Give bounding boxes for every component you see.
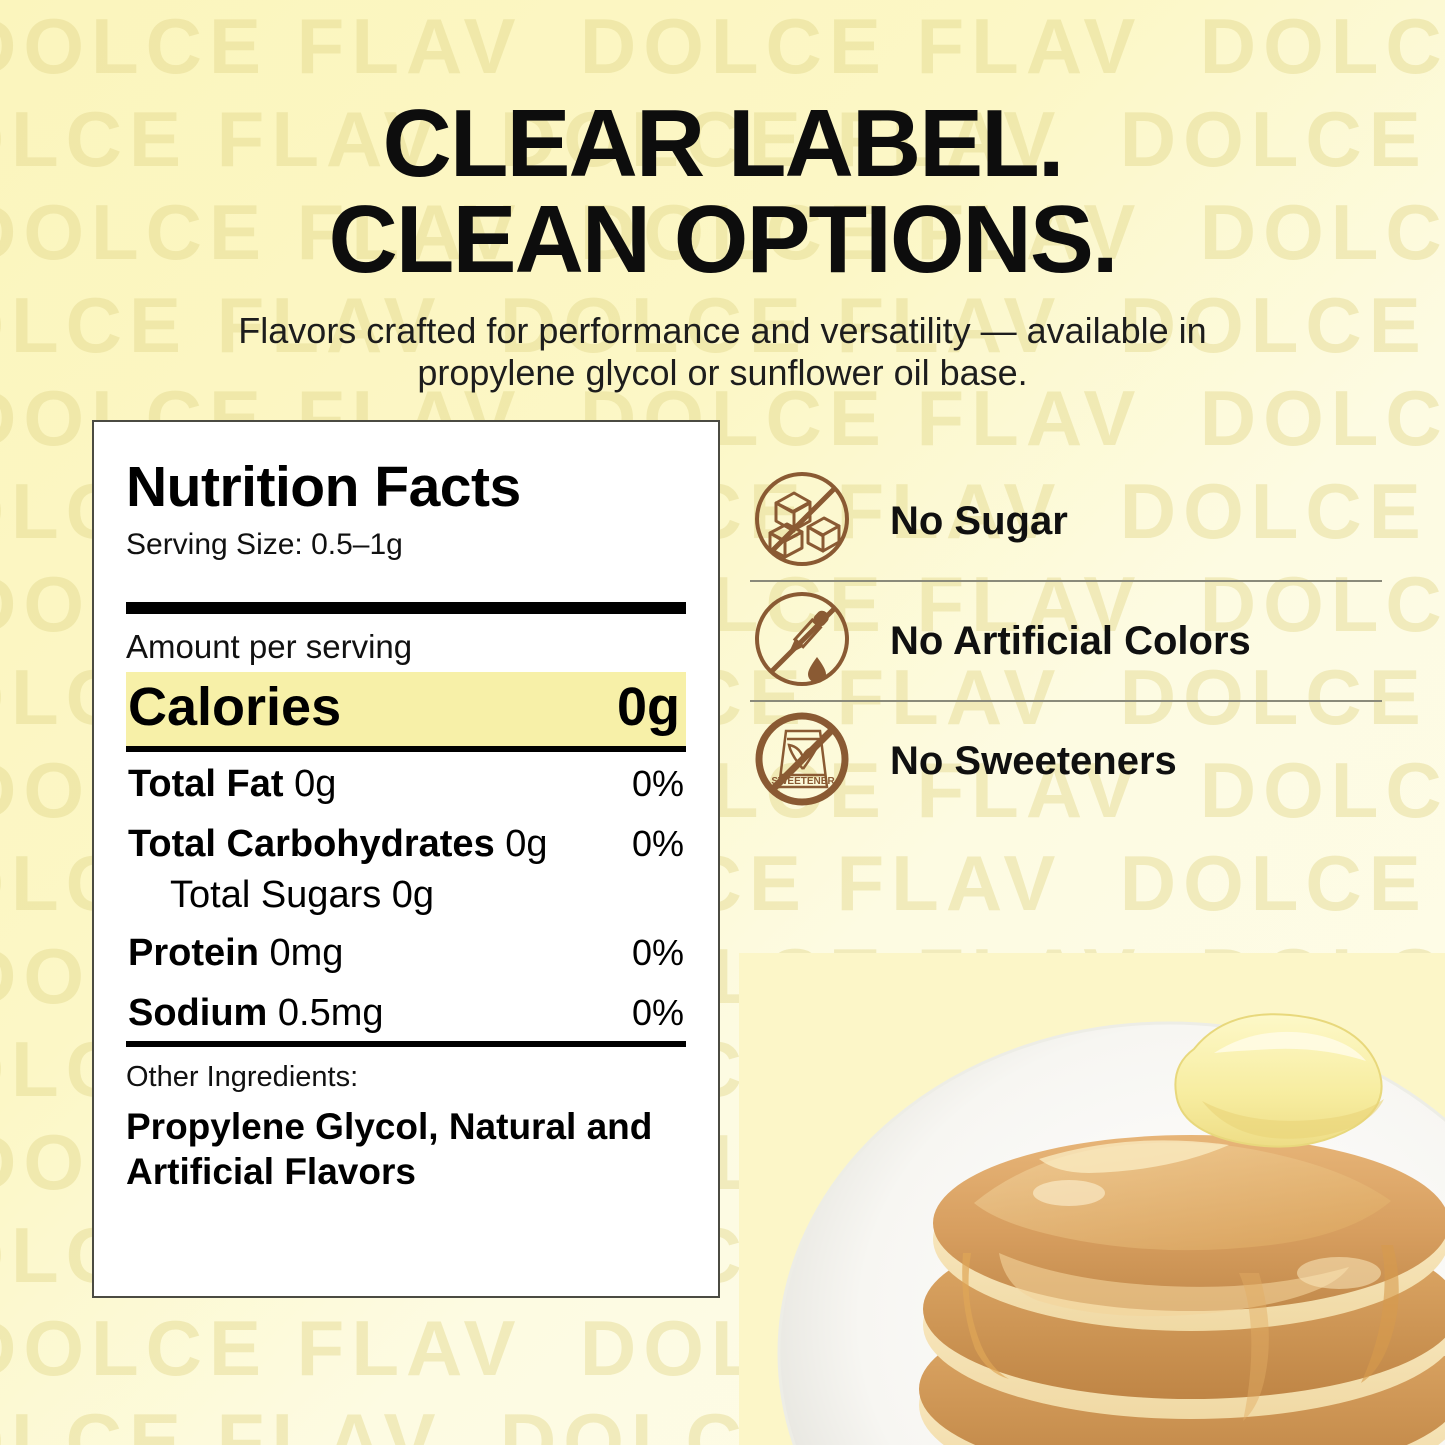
- nutrition-facts-panel: Nutrition Facts Serving Size: 0.5–1g Amo…: [92, 420, 720, 1298]
- feature-label: No Artificial Colors: [890, 618, 1251, 663]
- nutrient-row: Total Fat 0g 0%: [126, 752, 686, 812]
- other-ingredients-label: Other Ingredients:: [126, 1061, 359, 1093]
- headline-line-2: CLEAN OPTIONS.: [328, 186, 1118, 293]
- amount-per-serving-label: Amount per serving: [126, 628, 413, 665]
- nutrient-name-amount: Total Carbohydrates 0g: [128, 823, 548, 866]
- nutrient-subrow: Total Sugars 0g: [126, 872, 686, 921]
- nutrient-name-amount: Protein 0mg: [128, 932, 343, 975]
- header-subtitle: Flavors crafted for performance and vers…: [238, 310, 1207, 393]
- nutrient-name: Total Fat: [128, 763, 284, 805]
- nutrient-name: Sodium: [128, 992, 268, 1034]
- pancake-photo: [739, 953, 1445, 1445]
- no-artificial-colors-icon: [750, 587, 854, 696]
- nutrient-daily-value: 0%: [631, 823, 684, 864]
- headline-line-1: CLEAR LABEL.: [382, 90, 1065, 197]
- nutrient-amount: 0g: [283, 763, 337, 805]
- calories-label: Calories: [128, 677, 342, 737]
- feature-separator: [750, 580, 1382, 582]
- other-ingredients-value: Propylene Glycol, Natural and Artificial…: [126, 1106, 653, 1192]
- feature-separator: [750, 700, 1382, 702]
- nutrient-daily-value: 0%: [631, 932, 684, 973]
- nutrient-amount: 0mg: [258, 932, 344, 974]
- divider-above-ingredients: [126, 1041, 686, 1047]
- nutrient-rows: Total Fat 0g 0% Total Carbohydrates 0g 0% To…: [126, 752, 686, 1041]
- header-block: CLEAR LABEL. CLEAN OPTIONS. Flavors craf…: [0, 96, 1445, 394]
- serving-size-text: Serving Size: 0.5–1g: [126, 528, 403, 561]
- feature-list: No Sugar No Artificial Colors SWEETENER No …: [750, 462, 1382, 820]
- no-sweeteners-icon: SWEETENER: [750, 707, 854, 816]
- nutrient-daily-value: 0%: [631, 992, 684, 1033]
- nutrient-amount: 0.5mg: [267, 992, 384, 1034]
- svg-text:SWEETENER: SWEETENER: [771, 776, 835, 787]
- calories-value: 0g: [616, 677, 680, 737]
- feature-row: No Sugar: [750, 462, 1382, 580]
- feature-row: No Artificial Colors: [750, 582, 1382, 700]
- feature-row: SWEETENER No Sweeteners: [750, 702, 1382, 820]
- nutrient-row: Sodium 0.5mg 0%: [126, 981, 686, 1041]
- calories-row: Calories 0g: [126, 672, 686, 746]
- divider-thick-top: [126, 602, 686, 614]
- divider-under-calories: [126, 746, 686, 752]
- feature-label: No Sweeteners: [890, 738, 1177, 783]
- nutrient-daily-value: 0%: [631, 763, 684, 804]
- nutrient-name: Protein: [128, 932, 259, 974]
- no-sugar-icon: [750, 467, 854, 576]
- feature-label: No Sugar: [890, 498, 1068, 543]
- pancake-photo-illustration: [739, 953, 1445, 1445]
- nutrient-name: Total Carbohydrates: [128, 823, 495, 865]
- nutrient-name-amount: Total Sugars 0g: [170, 874, 435, 916]
- nutrition-facts-title: Nutrition Facts: [126, 455, 521, 519]
- nutrient-row: Protein 0mg 0%: [126, 921, 686, 981]
- nutrient-amount: 0g: [494, 823, 548, 865]
- nutrient-row: Total Carbohydrates 0g 0%: [126, 812, 686, 872]
- nutrient-name-amount: Sodium 0.5mg: [128, 992, 384, 1035]
- watermark-row: DOLCE FLAV DOLCE FLAV DOLCE FLAV DOLCE F…: [0, 2, 1445, 90]
- nutrient-name-amount: Total Fat 0g: [128, 763, 336, 806]
